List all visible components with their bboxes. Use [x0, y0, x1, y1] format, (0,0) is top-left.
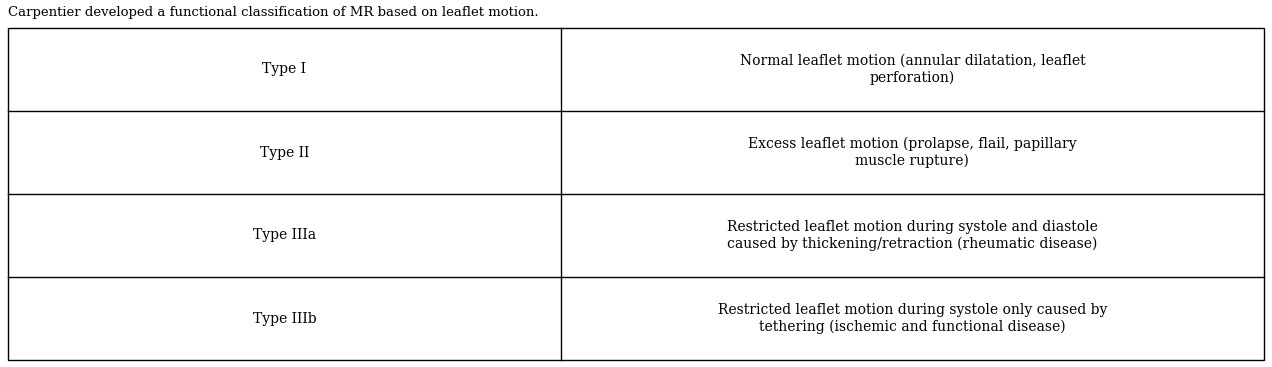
Text: Type IIIb: Type IIIb — [253, 312, 317, 326]
Text: Type IIIa: Type IIIa — [253, 229, 315, 243]
Text: Restricted leaflet motion during systole and diastole
caused by thickening/retra: Restricted leaflet motion during systole… — [726, 220, 1098, 251]
Text: Restricted leaflet motion during systole only caused by
tethering (ischemic and : Restricted leaflet motion during systole… — [717, 303, 1107, 334]
Text: Normal leaflet motion (annular dilatation, leaflet
perforation): Normal leaflet motion (annular dilatatio… — [739, 54, 1085, 85]
Text: Excess leaflet motion (prolapse, flail, papillary
muscle rupture): Excess leaflet motion (prolapse, flail, … — [748, 137, 1076, 168]
Text: Type I: Type I — [262, 62, 307, 76]
Text: Carpentier developed a functional classification of MR based on leaflet motion.: Carpentier developed a functional classi… — [8, 6, 538, 19]
Text: Type II: Type II — [259, 145, 309, 160]
